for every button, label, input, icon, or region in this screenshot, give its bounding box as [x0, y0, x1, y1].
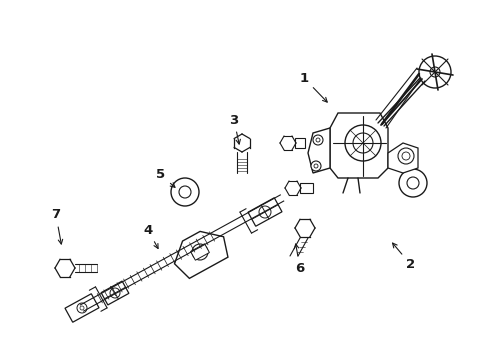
Text: 6: 6 [294, 244, 304, 274]
Circle shape [312, 135, 323, 145]
Circle shape [310, 161, 320, 171]
Text: 4: 4 [143, 224, 158, 248]
Text: 1: 1 [299, 72, 326, 102]
Polygon shape [101, 281, 129, 305]
Polygon shape [387, 143, 417, 173]
Polygon shape [65, 294, 99, 322]
Circle shape [259, 206, 270, 218]
Text: 2: 2 [392, 243, 415, 271]
Circle shape [179, 186, 191, 198]
Polygon shape [294, 138, 305, 148]
Text: 7: 7 [51, 208, 62, 244]
Polygon shape [299, 183, 312, 193]
Polygon shape [174, 231, 227, 278]
Polygon shape [329, 113, 387, 178]
Circle shape [345, 125, 380, 161]
Polygon shape [307, 128, 329, 173]
Circle shape [398, 169, 426, 197]
Text: 5: 5 [156, 168, 175, 187]
Circle shape [192, 244, 207, 260]
Circle shape [171, 178, 199, 206]
Polygon shape [190, 244, 209, 260]
Polygon shape [247, 198, 282, 226]
Circle shape [77, 303, 87, 313]
Text: 3: 3 [229, 113, 240, 144]
Circle shape [110, 288, 120, 298]
Circle shape [397, 148, 413, 164]
